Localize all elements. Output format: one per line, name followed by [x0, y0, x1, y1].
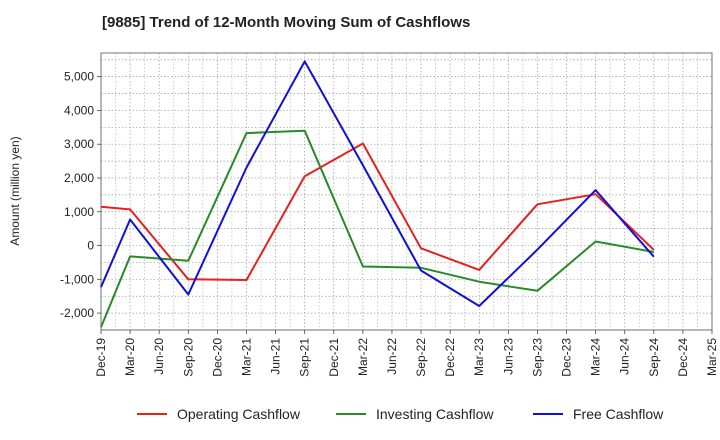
x-tick-label: Sep-22	[414, 338, 428, 377]
y-tick-label: 0	[87, 239, 94, 253]
legend-label-free-cashflow: Free Cashflow	[573, 406, 664, 422]
y-tick-label: 2,000	[64, 171, 94, 185]
x-tick-label: Dec-19	[94, 338, 108, 377]
series-line-investing-cashflow	[100, 129, 654, 328]
chart-title: [9885] Trend of 12-Month Moving Sum of C…	[102, 14, 471, 31]
x-tick-label: Mar-24	[589, 338, 603, 376]
y-tick-label: 4,000	[64, 103, 94, 117]
y-tick-label: -2,000	[60, 306, 94, 320]
x-tick-label: Sep-23	[530, 338, 544, 377]
plot-border	[100, 52, 713, 331]
x-tick-label: Jun-20	[152, 338, 166, 375]
grid-layer	[100, 52, 713, 331]
x-tick-label: Dec-23	[560, 338, 574, 377]
x-tick-label: Sep-21	[298, 338, 312, 377]
x-tick-label: Dec-20	[210, 338, 224, 377]
series-line-free-cashflow	[100, 60, 655, 307]
y-tick-label: 3,000	[64, 137, 94, 151]
x-tick-label: Dec-21	[327, 338, 341, 377]
x-tick-label: Mar-20	[123, 338, 137, 376]
x-tick-label: Mar-25	[705, 338, 719, 376]
axis-layer: -2,000 -1,000 0 1,000 2,000 3,000 4,000 5,000 De…	[60, 70, 719, 377]
x-tick-label: Mar-21	[239, 338, 253, 376]
x-tick-label: Jun-22	[385, 338, 399, 375]
y-axis-label: Amount (million yen)	[8, 136, 22, 245]
y-tick-label: 5,000	[64, 70, 94, 84]
x-tick-label: Mar-23	[472, 338, 486, 376]
series-line-operating-cashflow	[100, 142, 655, 281]
x-tick-label: Sep-24	[647, 338, 661, 377]
x-tick-label: Jun-24	[618, 338, 632, 375]
x-tick-label: Dec-22	[443, 338, 457, 377]
legend-label-investing-cashflow: Investing Cashflow	[376, 406, 494, 422]
x-tick-label: Mar-22	[356, 338, 370, 376]
x-tick-label: Jun-23	[501, 338, 515, 375]
x-tick-label: Dec-24	[676, 338, 690, 377]
legend: Operating Cashflow Investing Cashflow Free…	[137, 406, 664, 422]
series-layer	[100, 60, 655, 328]
y-tick-label: 1,000	[64, 205, 94, 219]
x-tick-label: Jun-21	[269, 338, 283, 375]
legend-label-operating-cashflow: Operating Cashflow	[177, 406, 301, 422]
x-tick-label: Sep-20	[181, 338, 195, 377]
y-tick-label: -1,000	[60, 272, 94, 286]
